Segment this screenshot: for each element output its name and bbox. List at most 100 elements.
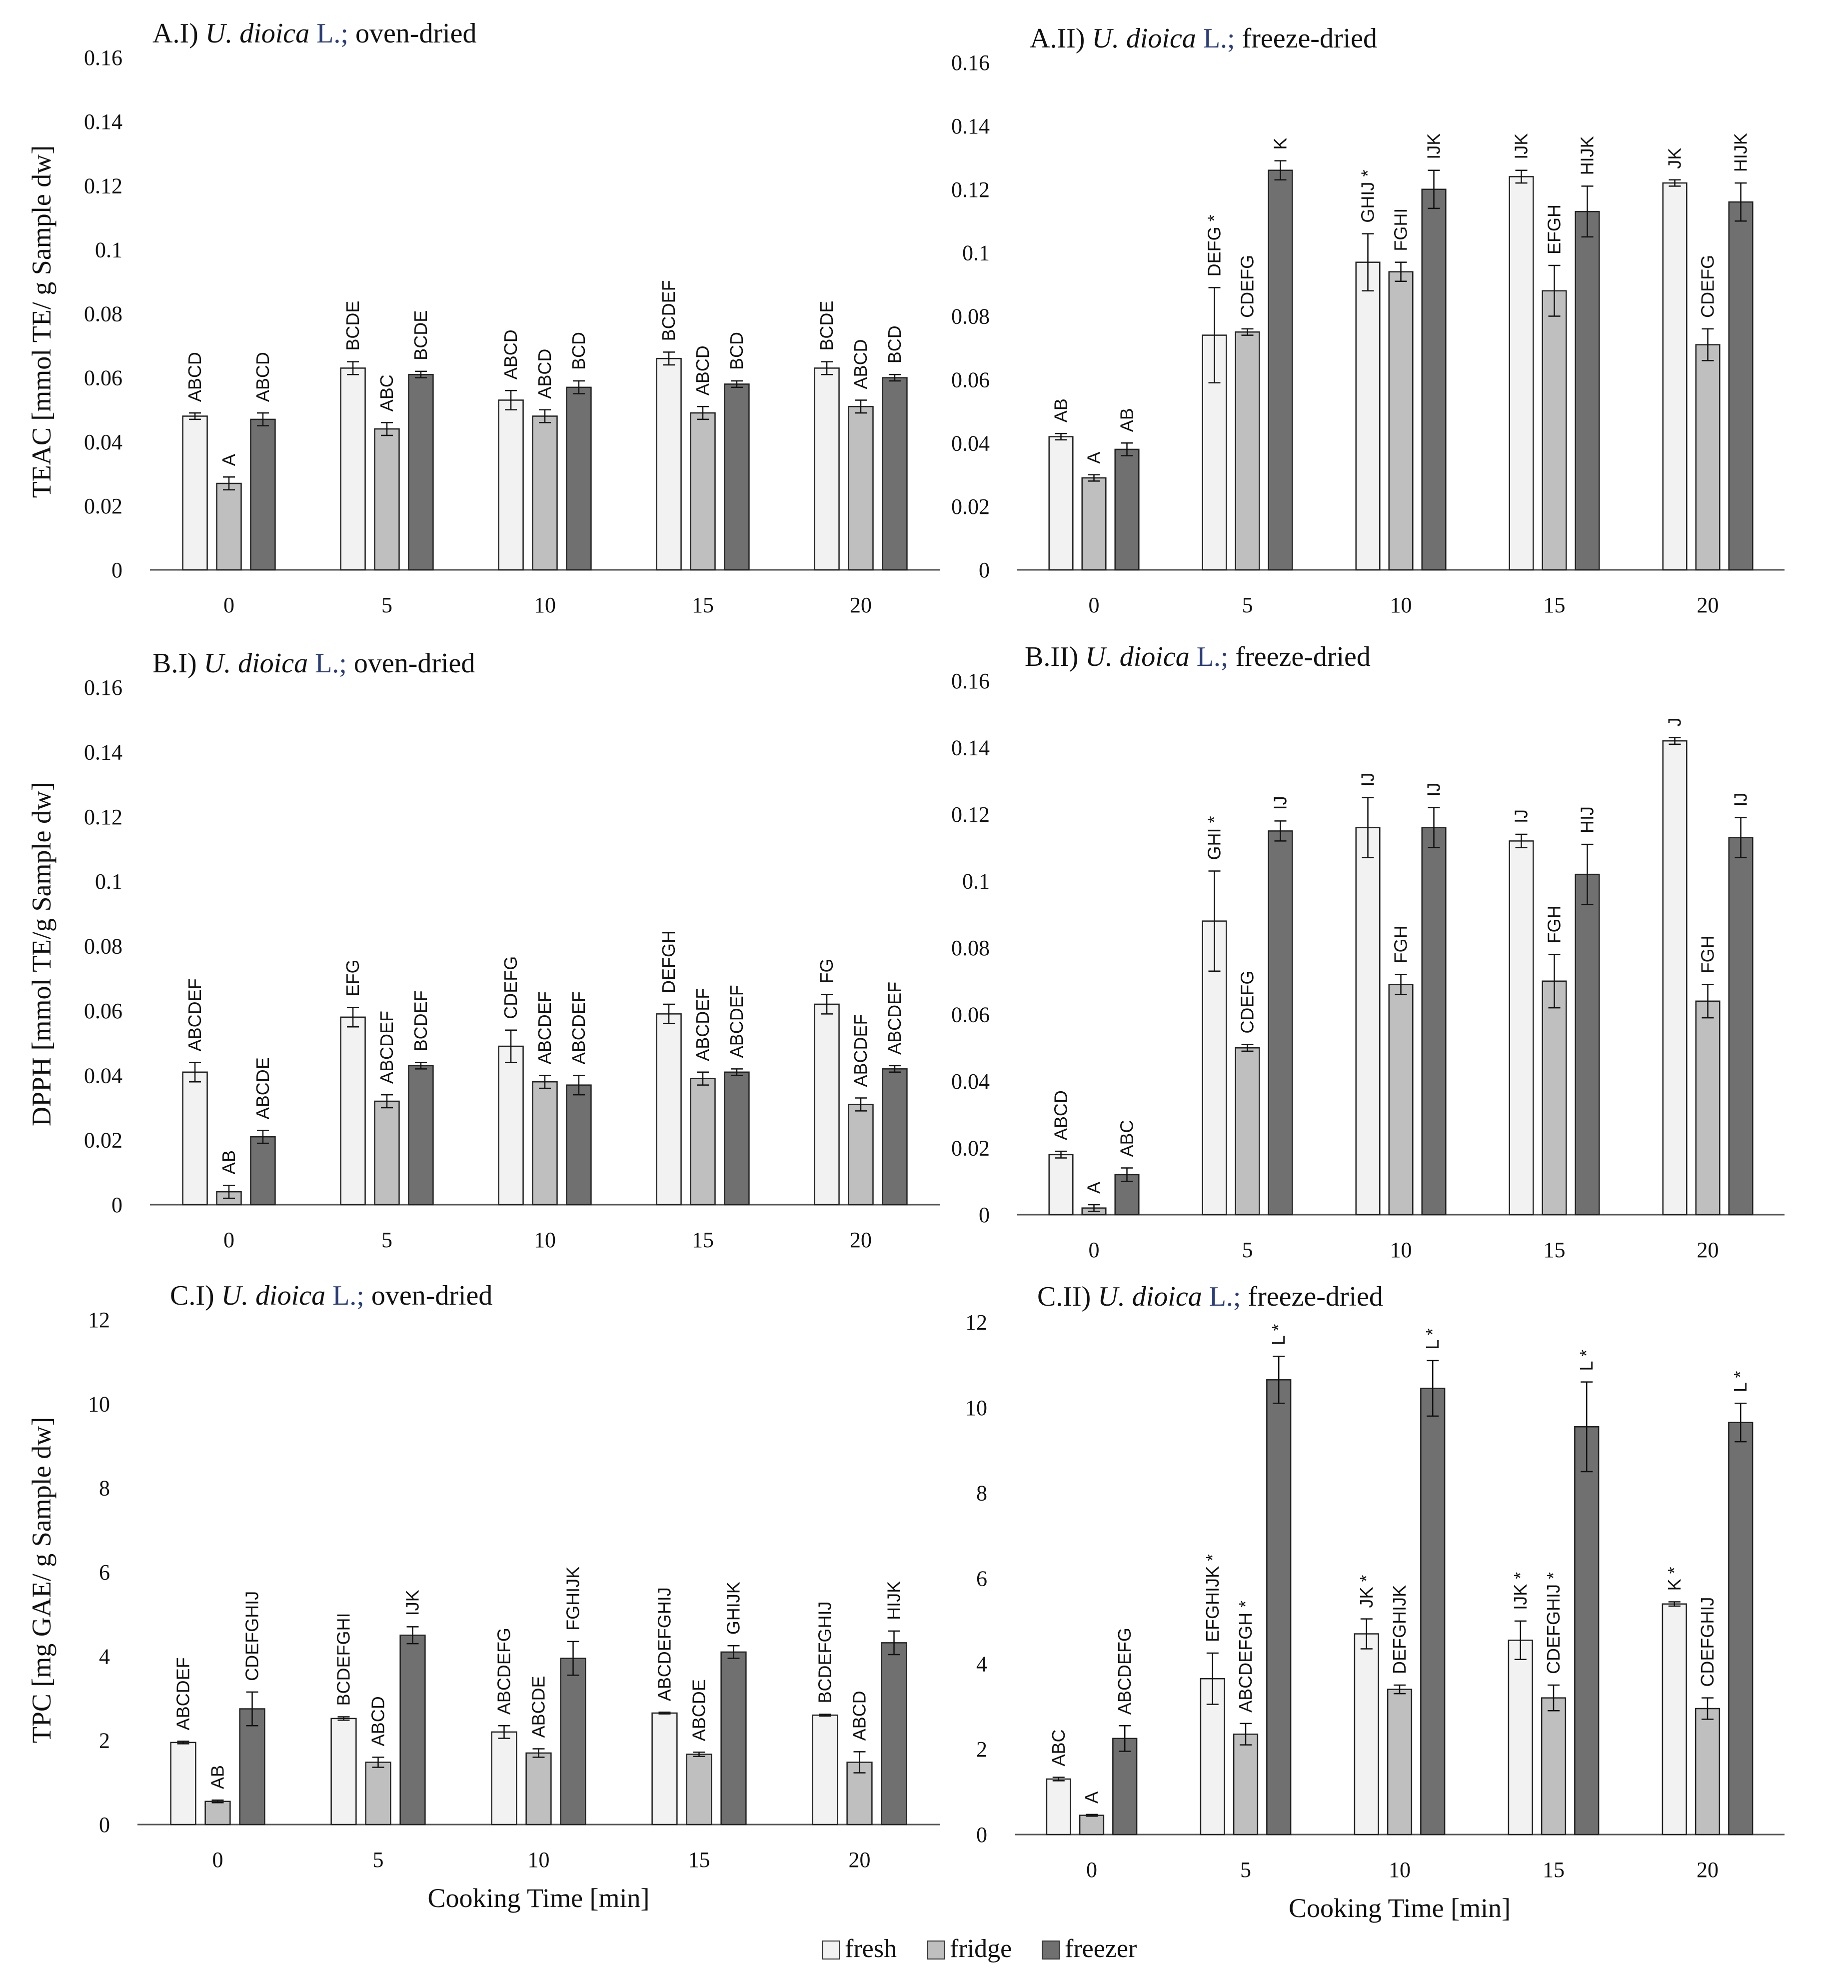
y-axis-label: TEAC [mmol TE/ g Sample dw] <box>26 145 56 498</box>
bar-fridge <box>525 1752 552 1826</box>
bar-freezer <box>1114 448 1140 571</box>
x-tick-label: 20 <box>1697 593 1719 617</box>
bar-fridge <box>848 406 874 571</box>
title-prefix: C.I) <box>170 1280 221 1311</box>
title-method: oven-dried <box>354 648 475 679</box>
bar-freezer <box>408 373 434 571</box>
significance-label: BCDEFGHI <box>333 1613 353 1706</box>
chart-C-I: C.I) U. dioica L.; oven-dried 0 2 4 6 8 10 12 TP… <box>26 1280 940 1913</box>
y-tick-label: 0.1 <box>95 869 122 894</box>
x-tick-label: 15 <box>692 593 714 617</box>
y-tick-label: 0.14 <box>84 740 122 764</box>
title-authority: L.; <box>1197 641 1236 672</box>
x-tick-label: 5 <box>1242 1238 1253 1262</box>
significance-label: ABCD <box>534 349 555 399</box>
title-prefix: A.II) <box>1030 23 1092 54</box>
bar-freezer <box>1420 1388 1446 1836</box>
significance-label: L * <box>1576 1350 1597 1371</box>
bar-fresh <box>340 367 366 571</box>
x-tick-label: 15 <box>1544 593 1566 617</box>
significance-label: BCDE <box>410 310 431 360</box>
significance-label: GHI * <box>1204 816 1224 860</box>
bar-fresh <box>656 1013 682 1206</box>
bar-freezer <box>560 1658 586 1826</box>
bar-fresh <box>1046 1778 1071 1836</box>
significance-label: ABCDEF <box>726 985 747 1058</box>
bar-fresh <box>170 1742 196 1826</box>
bar-fridge <box>1081 477 1107 571</box>
significance-label: ABCD <box>850 339 871 389</box>
significance-label: ABCDEF <box>884 982 905 1055</box>
x-tick-label: 0 <box>223 593 234 617</box>
bar-freezer <box>1421 188 1447 571</box>
significance-label: ABCD <box>252 352 273 402</box>
bar-fridge <box>1695 344 1721 571</box>
x-tick-label: 10 <box>534 1228 556 1252</box>
bar-fresh <box>1508 1640 1533 1836</box>
significance-label: EFGHIJK * <box>1202 1554 1223 1642</box>
significance-label: CDEFGHIJ <box>242 1591 262 1681</box>
significance-label: ABCDE <box>689 1679 709 1741</box>
significance-label: HIJK <box>884 1581 904 1620</box>
x-tick-label: 0 <box>212 1848 223 1872</box>
significance-label: ABCDEFG <box>1114 1628 1135 1715</box>
bar-freezer <box>1268 830 1293 1216</box>
y-tick-label: 10 <box>88 1392 110 1416</box>
bar-freezer <box>399 1635 426 1826</box>
significance-label: L * <box>1268 1324 1289 1346</box>
y-tick-label: 0.08 <box>951 936 990 960</box>
x-tick-label: 15 <box>1544 1238 1566 1262</box>
bar-freezer <box>1574 1426 1600 1836</box>
y-tick-label: 2 <box>976 1737 987 1762</box>
bar-freezer <box>881 1642 907 1826</box>
bar-freezer <box>250 1136 276 1206</box>
title-species: U. dioica <box>221 1280 332 1311</box>
bar-freezer <box>1728 201 1754 571</box>
x-tick-label: 0 <box>1086 1858 1097 1882</box>
chart-title: B.I) U. dioica L.; oven-dried <box>152 648 475 679</box>
significance-label: DEFGH <box>658 930 679 993</box>
significance-label: ABCDEFG <box>493 1628 514 1715</box>
significance-label: A <box>218 454 239 466</box>
significance-label: ABCD <box>849 1691 870 1741</box>
significance-label: FGHIJK <box>563 1567 583 1631</box>
significance-label: ABC <box>1048 1730 1069 1767</box>
x-tick-label: 20 <box>850 593 872 617</box>
significance-label: ABCD <box>368 1696 388 1746</box>
y-tick-label: 4 <box>976 1652 987 1676</box>
bar-fresh <box>1662 182 1688 571</box>
chart-title: A.I) U. dioica L.; oven-dried <box>152 18 477 49</box>
significance-label: BCDEF <box>410 990 431 1051</box>
chart-title: A.II) U. dioica L.; freeze-dried <box>1030 23 1377 54</box>
significance-label: ABCDE <box>528 1676 549 1738</box>
bar-fridge <box>1387 1689 1413 1836</box>
significance-label: FGHI <box>1391 208 1411 251</box>
y-axis-label: DPPH [mmol TE/g Sample dw] <box>26 782 56 1126</box>
y-tick-label: 0.14 <box>951 736 990 760</box>
bar-freezer <box>250 418 276 571</box>
significance-label: ABC <box>376 374 397 411</box>
bar-fridge <box>1388 984 1414 1216</box>
bar-fridge <box>690 412 716 571</box>
y-tick-label: 0 <box>99 1813 110 1837</box>
bar-freezer <box>882 377 908 571</box>
bar-fridge <box>1695 1708 1721 1836</box>
significance-label: EFGH <box>1544 204 1565 254</box>
significance-label: IJK <box>1424 133 1444 159</box>
x-tick-label: 10 <box>1389 1858 1411 1882</box>
y-tick-label: 0.06 <box>951 1003 990 1027</box>
bar-freezer <box>1112 1738 1138 1836</box>
significance-label: IJ <box>1357 773 1378 787</box>
chart-A-I: A.I) U. dioica L.; oven-dried 0 0.02 0.04 0.… <box>26 18 940 617</box>
bar-fridge <box>532 415 558 571</box>
significance-label: BCDEFGHIJ <box>814 1601 835 1703</box>
x-axis-label: Cooking Time [min] <box>427 1883 649 1913</box>
bar-freezer <box>566 386 592 571</box>
significance-label: CDEFGHIJ * <box>1543 1572 1564 1674</box>
significance-label: BCD <box>726 332 747 370</box>
significance-label: ABCDEF <box>692 988 713 1061</box>
bar-fresh <box>1509 840 1534 1216</box>
title-species: U. dioica <box>1092 23 1203 54</box>
y-tick-label: 6 <box>976 1567 987 1591</box>
